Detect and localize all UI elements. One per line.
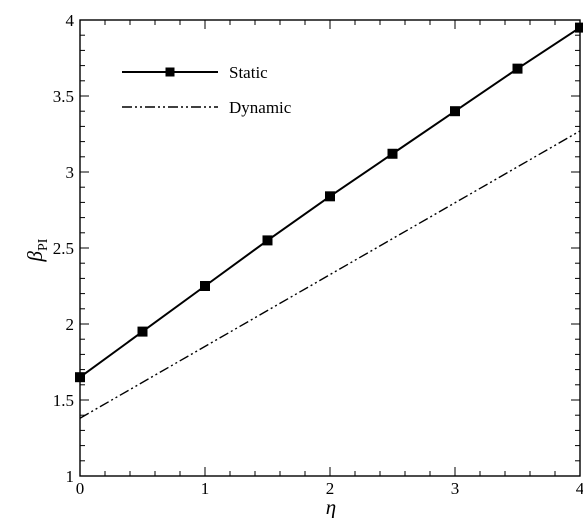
tick-labels: 0 1 2 3 411.522.533.54: [53, 11, 583, 498]
y-tick-label: 2.5: [53, 239, 74, 258]
x-tick-label: 1: [201, 479, 210, 498]
data-point-static: [512, 63, 523, 74]
y-tick-label: 3.5: [53, 87, 74, 106]
series-line-dynamic: [79, 130, 581, 419]
y-tick-label: 3: [66, 163, 75, 182]
y-tick-label: 1.5: [53, 391, 74, 410]
legend-label-dynamic: Dynamic: [229, 98, 292, 117]
y-axis-label: βPI: [23, 238, 51, 262]
y-tick-label: 1: [66, 467, 75, 486]
legend-marker-static: [165, 67, 175, 77]
data-point-static: [575, 22, 583, 33]
series-line-static: [79, 26, 581, 379]
data-point-static: [137, 326, 148, 337]
data-point-static: [200, 281, 210, 291]
data-point-static: [450, 106, 460, 117]
series-layer: [75, 22, 583, 419]
x-tick-label: 3: [451, 479, 460, 498]
x-axis-label: η: [326, 495, 336, 518]
data-point-static: [325, 191, 335, 202]
data-point-static: [387, 148, 398, 159]
plot-frame: [79, 19, 581, 477]
y-tick-label: 2: [66, 315, 75, 334]
tick-marks: [79, 19, 581, 477]
legend-label-static: Static: [229, 63, 268, 82]
legend: Static Dynamic: [122, 63, 292, 117]
x-tick-label: 0: [76, 479, 85, 498]
y-axis-label-group: βPI: [23, 238, 51, 262]
y-tick-label: 4: [66, 11, 75, 30]
x-tick-label: 4: [576, 479, 583, 498]
data-point-static: [262, 235, 273, 246]
x-tick-label: 2: [326, 479, 335, 498]
